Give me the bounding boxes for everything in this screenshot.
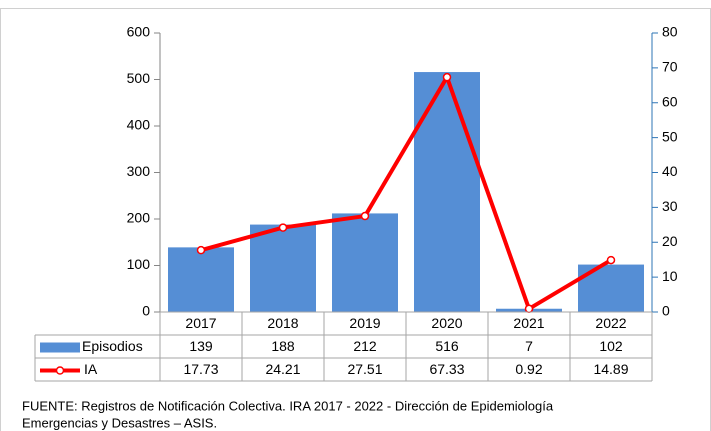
y2-tick-label: 60	[662, 93, 678, 109]
y2-tick-label: 40	[662, 163, 678, 179]
marker	[196, 245, 206, 255]
table-value: 516	[435, 338, 459, 354]
marker	[524, 304, 534, 314]
y-tick-label: 400	[127, 117, 151, 133]
x-tick-label: 2018	[267, 315, 298, 331]
marker	[278, 223, 288, 232]
x-tick-label: 2022	[595, 315, 626, 331]
x-tick-label: 2019	[349, 315, 380, 331]
bar	[250, 224, 316, 312]
table-value: 17.73	[183, 361, 218, 377]
table-value: 102	[599, 338, 623, 354]
legend-label: IA	[84, 361, 98, 377]
bar	[414, 72, 480, 312]
y-tick-label: 300	[127, 163, 151, 179]
marker	[442, 72, 452, 82]
marker	[606, 255, 616, 265]
source-note: Emergencias y Desastres – ASIS.	[22, 415, 217, 430]
source-note: FUENTE: Registros de Notificación Colect…	[22, 398, 554, 413]
y2-tick-label: 80	[662, 24, 678, 40]
y-tick-label: 100	[127, 256, 151, 272]
y2-tick-label: 20	[662, 233, 678, 249]
table-value: 14.89	[593, 361, 628, 377]
x-tick-label: 2021	[513, 315, 544, 331]
table-value: 7	[525, 338, 533, 354]
y2-tick-label: 0	[662, 303, 670, 319]
bar	[168, 247, 234, 312]
y-tick-label: 200	[127, 210, 151, 226]
legend-label: Episodios	[82, 338, 143, 354]
legend-swatch	[55, 366, 65, 375]
y2-tick-label: 50	[662, 128, 678, 144]
line	[200, 75, 613, 311]
table-value: 212	[353, 338, 377, 354]
x-tick-label: 2017	[185, 315, 216, 331]
y2-tick-label: 70	[662, 59, 678, 75]
y2-tick-label: 30	[662, 198, 678, 214]
legend-swatch	[40, 342, 80, 353]
marker	[360, 211, 370, 221]
table-value: 27.51	[347, 361, 382, 377]
table-value: 0.92	[515, 361, 542, 377]
table-value: 188	[271, 338, 295, 354]
table-value: 139	[189, 338, 213, 354]
table-value: 24.21	[265, 361, 300, 377]
y-tick-label: 600	[127, 24, 151, 40]
y-tick-label: 500	[127, 70, 151, 86]
bar	[332, 213, 398, 312]
y-tick-label: 0	[142, 303, 150, 319]
y2-tick-label: 10	[662, 268, 678, 284]
table-value: 67.33	[429, 361, 464, 377]
x-tick-label: 2020	[431, 315, 462, 331]
